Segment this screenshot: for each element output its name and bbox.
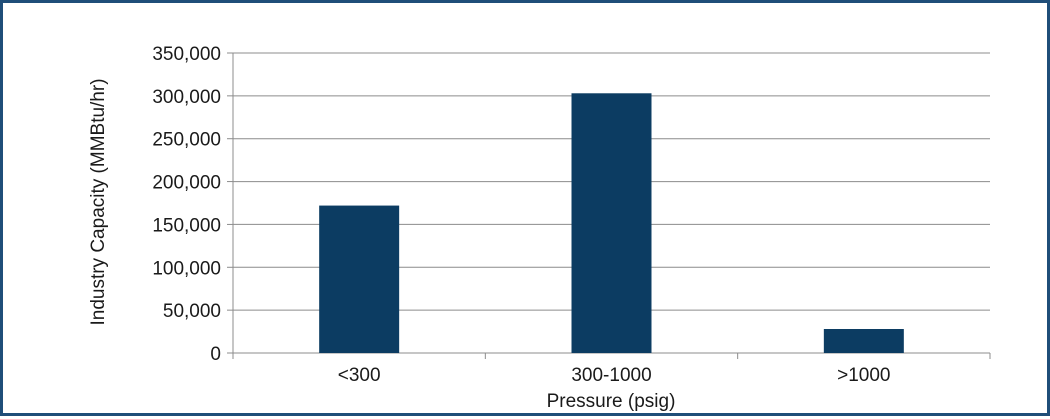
- y-tick-label: 100,000: [152, 258, 221, 279]
- y-tick-label: 300,000: [152, 87, 221, 108]
- x-tick-label: <300: [338, 365, 381, 386]
- y-tick-label: 200,000: [152, 173, 221, 194]
- bar: [824, 329, 904, 353]
- x-tick-label: 300-1000: [571, 365, 651, 386]
- bar: [572, 93, 652, 353]
- y-tick-label: 150,000: [152, 215, 221, 236]
- y-tick-label: 250,000: [152, 130, 221, 151]
- x-axis-label: Pressure (psig): [547, 391, 676, 412]
- x-tick-labels: <300 300-1000 >1000: [338, 365, 891, 386]
- y-tick-label: 0: [210, 344, 221, 365]
- y-tick-label: 50,000: [163, 301, 221, 322]
- y-tick-labels: 0 50,000 100,000 150,000 200,000 250,000 300,0…: [152, 44, 221, 365]
- bar-chart: 0 50,000 100,000 150,000 200,000 250,000 300,0…: [3, 3, 1050, 419]
- x-tick-label: >1000: [837, 365, 890, 386]
- bars: [319, 93, 904, 353]
- y-tick-label: 350,000: [152, 44, 221, 65]
- y-axis-label: Industry Capacity (MMBtu/hr): [88, 78, 109, 325]
- bar: [319, 206, 399, 353]
